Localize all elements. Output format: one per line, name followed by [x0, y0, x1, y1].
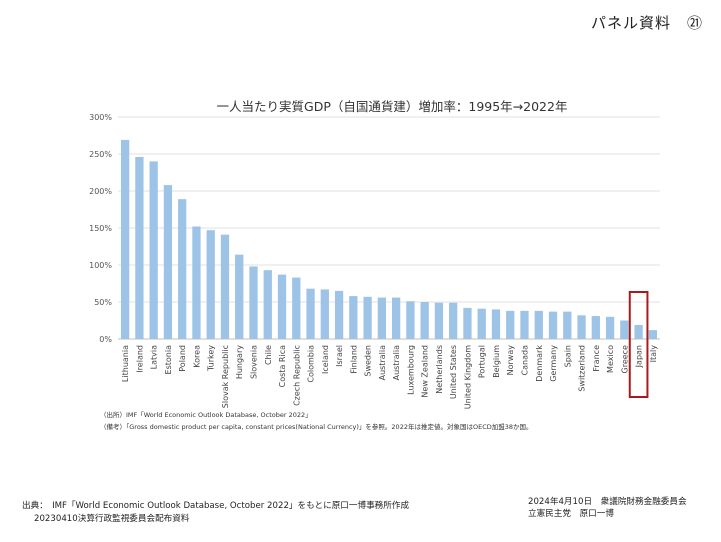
x-tick-label: Spain	[563, 345, 572, 367]
x-tick-label: Poland	[178, 345, 187, 372]
x-tick-label: Australia	[392, 345, 401, 380]
x-tick-label: Japan	[635, 345, 644, 368]
bar-costa-rica	[277, 274, 287, 339]
x-tick-label: Portugal	[478, 345, 487, 378]
chart-notes: （出所）IMF「World Economic Outlook Database,…	[100, 409, 533, 433]
bar-switzerland	[577, 315, 586, 339]
footer-party-member: 立憲民主党 原口一博	[528, 509, 614, 519]
bar-korea	[192, 226, 201, 339]
y-tick-label: 300%	[89, 113, 112, 122]
japan-highlight-box	[628, 291, 649, 398]
footer-doc-ref: 20230410決算行政監視委員会配布資料	[34, 514, 190, 524]
bar-ireland	[135, 156, 144, 339]
bar-chart: 一人当たり実質GDP（自国通貨建）増加率：1995年→2022年 0% 50% 10…	[89, 99, 660, 410]
x-tick-label: Korea	[192, 345, 201, 368]
bar-denmark	[534, 310, 543, 339]
bar-estonia	[163, 185, 173, 339]
x-tick-label: Turkey	[207, 345, 216, 372]
x-tick-label: Slovak Republic	[221, 345, 230, 408]
x-tick-label: New Zealand	[421, 345, 430, 398]
footer-source: 出典： IMF「World Economic Outlook Database,…	[22, 501, 410, 511]
x-tick-label: Lithuania	[121, 345, 130, 382]
bar-slovak-republic	[220, 234, 230, 339]
bar-latvia	[149, 161, 158, 339]
footer-source-block: 出典： IMF「World Economic Outlook Database,…	[22, 500, 409, 526]
y-tick-label: 250%	[89, 150, 112, 159]
x-tick-label: Germany	[549, 345, 558, 382]
bar-new-zealand	[420, 302, 429, 339]
bar-finland	[349, 296, 358, 339]
x-tick-label: Iceland	[321, 345, 330, 374]
y-tick-label: 50%	[94, 298, 112, 307]
bars	[120, 139, 658, 339]
bar-france	[591, 316, 600, 339]
bar-spain	[563, 311, 572, 339]
bar-belgium	[491, 309, 501, 339]
x-tick-label: Luxembourg	[406, 345, 415, 395]
x-tick-label: Sweden	[364, 345, 373, 377]
x-tick-label: Chile	[264, 345, 273, 365]
chart-title: 一人当たり実質GDP（自国通貨建）増加率：1995年→2022年	[217, 99, 568, 114]
x-tick-label: Denmark	[535, 345, 544, 382]
bar-mexico	[605, 316, 615, 339]
bar-poland	[178, 199, 187, 339]
footer-date-committee: 2024年4月10日 衆議院財務金融委員会	[528, 497, 687, 507]
x-tick-label: Finland	[349, 345, 358, 374]
bar-australia	[391, 297, 401, 339]
bar-hungary	[235, 254, 244, 339]
bar-united-kingdom	[463, 307, 472, 339]
x-tick-label: Italy	[649, 345, 658, 363]
footer-credit-block: 2024年4月10日 衆議院財務金融委員会 立憲民主党 原口一博	[528, 496, 687, 520]
bar-germany	[548, 311, 558, 339]
x-tick-label: Ireland	[135, 345, 144, 373]
bar-united-states	[449, 302, 458, 339]
bar-turkey	[206, 230, 215, 339]
note-source: （出所）IMF「World Economic Outlook Database,…	[100, 411, 312, 419]
x-axis-ticks: Lithuania Ireland Latvia Estonia Poland Korea…	[121, 345, 658, 410]
x-tick-label: Czech Republic	[292, 345, 301, 406]
bar-iceland	[320, 289, 329, 339]
x-tick-label: Norway	[506, 345, 515, 376]
y-tick-label: 150%	[89, 224, 112, 233]
bar-israel	[334, 290, 344, 339]
note-remarks: （備考）「Gross domestic product per capita, …	[100, 423, 533, 431]
y-tick-label: 0%	[99, 335, 112, 344]
x-tick-label: Greece	[620, 345, 629, 374]
x-tick-label: Switzerland	[578, 345, 587, 392]
y-axis-ticks: 0% 50% 100% 150% 200% 250% 300%	[89, 113, 112, 344]
x-tick-label: United Kingdom	[463, 345, 472, 409]
bar-greece	[620, 320, 629, 339]
x-tick-label: Costa Rica	[278, 345, 287, 387]
x-tick-label: Israel	[335, 345, 344, 367]
x-tick-label: Latvia	[150, 345, 159, 369]
x-tick-label: Belgium	[492, 345, 501, 378]
x-tick-label: Slovenia	[250, 345, 259, 379]
bar-colombia	[306, 288, 315, 339]
bar-australia	[377, 297, 387, 339]
x-tick-label: Netherlands	[435, 345, 444, 394]
x-tick-label: Hungary	[235, 345, 244, 379]
bar-norway	[506, 310, 515, 339]
bar-czech-republic	[292, 277, 301, 339]
x-tick-label: Estonia	[164, 345, 173, 375]
bar-canada	[520, 310, 529, 339]
bar-luxembourg	[406, 301, 415, 339]
x-tick-label: United States	[449, 345, 458, 399]
bar-netherlands	[434, 302, 444, 339]
y-tick-label: 100%	[89, 261, 112, 270]
x-tick-label: France	[592, 345, 601, 372]
bar-portugal	[477, 308, 486, 339]
x-tick-label: Mexico	[606, 345, 615, 373]
bar-chile	[263, 270, 272, 339]
x-tick-label: Canada	[521, 345, 530, 376]
x-tick-label: Australia	[378, 345, 387, 380]
bar-slovenia	[249, 266, 258, 339]
x-tick-label: Colombia	[307, 345, 316, 383]
bar-japan	[634, 324, 643, 339]
y-tick-label: 200%	[89, 187, 112, 196]
bar-italy	[648, 330, 658, 339]
bar-lithuania	[120, 139, 130, 339]
panel-label: パネル資料 ㉑	[590, 14, 703, 32]
bar-sweden	[363, 296, 372, 339]
